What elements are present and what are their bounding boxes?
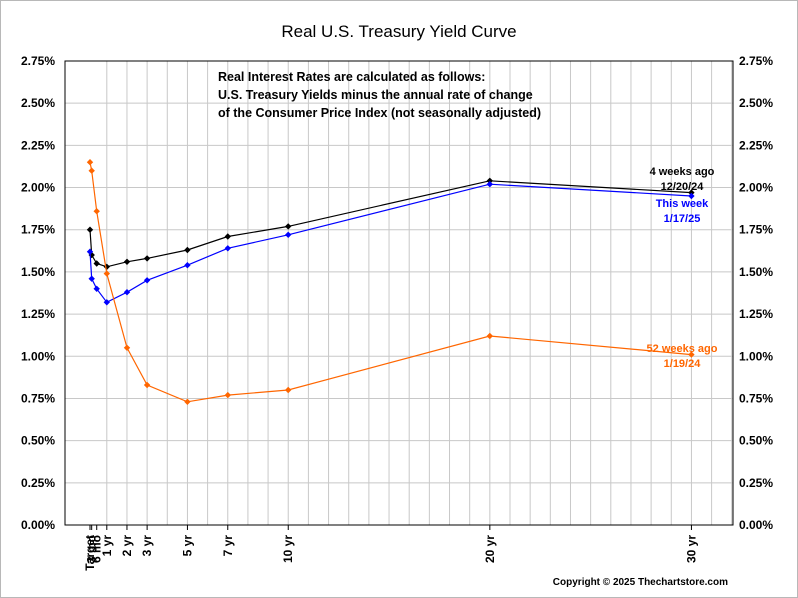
data-point — [688, 351, 695, 358]
data-point — [143, 255, 151, 262]
x-tick-label: 10 yr — [281, 535, 295, 563]
series-line — [89, 183, 692, 304]
y-tick-label-right: 2.00% — [739, 181, 773, 195]
x-tick-label: 6 mo — [90, 535, 104, 563]
note-line: U.S. Treasury Yields minus the annual ra… — [218, 88, 533, 102]
series-line — [89, 162, 692, 403]
y-tick-label-right: 2.25% — [739, 138, 773, 152]
y-tick-label-left: 0.50% — [21, 434, 55, 448]
plot-area — [64, 60, 734, 526]
y-tick-label-right: 2.50% — [739, 96, 773, 110]
x-tick-label: 3 yr — [140, 535, 154, 557]
data-point — [285, 386, 292, 394]
data-point — [103, 263, 110, 270]
copyright-notice: Copyright © 2025 Thechartstore.com — [553, 577, 728, 588]
series-label: 4 weeks ago — [650, 166, 715, 178]
data-point — [224, 391, 231, 399]
y-tick-label-right: 1.25% — [739, 307, 773, 321]
y-tick-label-left: 0.25% — [21, 476, 55, 490]
x-tick-label: Target — [83, 535, 97, 571]
series-label: This week — [656, 198, 709, 210]
series-label: 12/20/24 — [661, 181, 705, 193]
data-point — [486, 332, 493, 340]
data-point — [486, 177, 493, 184]
y-tick-label-left: 0.75% — [21, 391, 55, 405]
x-tick-label: 20 yr — [483, 535, 497, 563]
y-tick-label-right: 2.75% — [739, 54, 773, 68]
grid — [65, 60, 733, 526]
y-tick-label-right: 1.00% — [739, 349, 773, 363]
data-point — [486, 181, 493, 188]
series-line — [89, 180, 692, 268]
y-tick-label-left: 2.75% — [21, 54, 55, 68]
data-point — [86, 248, 94, 255]
data-point — [184, 398, 191, 405]
data-point — [86, 159, 94, 166]
y-tick-label-right: 0.75% — [739, 391, 773, 405]
y-axis-left: 0.00% 0.25% 0.50% 0.75% 1.00% 1.25% 1.50% 1.75%… — [21, 54, 55, 532]
x-tick-label: 30 yr — [684, 535, 698, 563]
y-tick-label-left: 1.75% — [21, 223, 55, 237]
note-line: of the Consumer Price Index (not seasona… — [218, 106, 541, 120]
series-label: 1/19/24 — [664, 358, 702, 370]
data-point — [103, 299, 110, 306]
data-point — [123, 344, 131, 351]
data-point — [86, 226, 94, 233]
data-point — [184, 262, 191, 269]
note-line: Real Interest Rates are calculated as fo… — [218, 70, 485, 84]
data-point — [224, 233, 231, 240]
y-tick-label-left: 0.00% — [21, 518, 55, 532]
x-tick-label: 3 mo — [85, 535, 99, 563]
data-point — [88, 167, 95, 174]
chart-title: Real U.S. Treasury Yield Curve — [281, 22, 516, 41]
data-point — [123, 289, 131, 296]
data-point — [285, 231, 292, 238]
y-tick-label-right: 0.00% — [739, 518, 773, 532]
data-point — [184, 246, 191, 254]
series-labels: 4 weeks ago 12/20/24 This week 1/17/25 52 we… — [647, 166, 718, 370]
data-point — [688, 192, 695, 200]
y-tick-label-left: 2.50% — [21, 96, 55, 110]
data-point — [93, 208, 100, 215]
x-tick-label: 5 yr — [180, 535, 194, 557]
series-group — [86, 159, 695, 405]
data-point — [143, 381, 151, 389]
y-tick-label-right: 1.50% — [739, 265, 773, 279]
data-point — [93, 285, 100, 292]
x-tick-label: 2 yr — [120, 535, 134, 557]
data-point — [224, 245, 231, 252]
data-point — [88, 275, 95, 282]
series-label: 52 weeks ago — [647, 343, 718, 355]
y-tick-label-right: 0.50% — [739, 434, 773, 448]
y-tick-label-right: 1.75% — [739, 223, 773, 237]
x-tick-label: 1 yr — [100, 535, 114, 557]
y-tick-label-left: 1.00% — [21, 349, 55, 363]
data-point — [93, 260, 100, 267]
data-point — [103, 270, 110, 277]
y-tick-label-right: 0.25% — [739, 476, 773, 490]
x-tick-label: 7 yr — [221, 535, 235, 557]
data-point — [688, 189, 695, 196]
calculation-note: Real Interest Rates are calculated as fo… — [218, 70, 541, 120]
y-axis-right: 0.00% 0.25% 0.50% 0.75% 1.00% 1.25% 1.50% 1.75%… — [739, 54, 773, 532]
y-tick-label-left: 1.50% — [21, 265, 55, 279]
series-label: 1/17/25 — [664, 213, 701, 225]
data-point — [123, 258, 131, 265]
data-point — [143, 277, 151, 284]
data-point — [285, 223, 292, 230]
y-tick-label-left: 1.25% — [21, 307, 55, 321]
y-tick-label-left: 2.00% — [21, 181, 55, 195]
y-tick-label-left: 2.25% — [21, 138, 55, 152]
